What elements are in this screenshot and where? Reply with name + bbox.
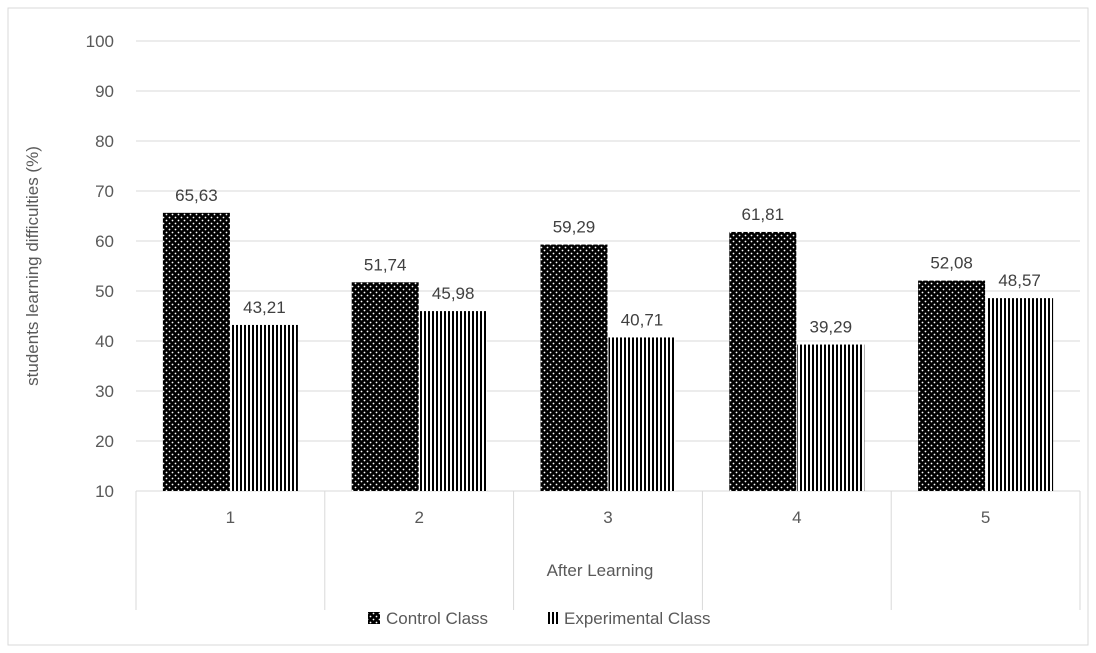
data-label-experimental-1: 43,21 (243, 298, 286, 317)
x-axis-title: After Learning (547, 561, 654, 580)
data-labels: 65,63 43,21 51,74 45,98 59,29 40,71 61,81 39,29… (175, 186, 1041, 337)
bar-control-2 (351, 282, 419, 491)
x-tick-label: 1 (226, 508, 235, 527)
data-label-experimental-3: 40,71 (621, 310, 664, 329)
data-label-control-2: 51,74 (364, 255, 407, 274)
data-label-control-5: 52,08 (930, 254, 973, 273)
y-tick-label: 50 (95, 282, 114, 301)
bar-experimental-4 (797, 344, 865, 491)
legend-swatch-experimental (546, 612, 558, 624)
legend-label-control: Control Class (386, 609, 488, 628)
x-tick-label: 5 (981, 508, 990, 527)
y-tick-label: 20 (95, 432, 114, 451)
y-axis-title: students learning difficulties (%) (23, 146, 42, 386)
y-tick-label: 30 (95, 382, 114, 401)
bar-control-1 (162, 212, 230, 491)
bar-experimental-1 (230, 324, 298, 491)
bars (162, 212, 1054, 491)
bar-experimental-3 (608, 337, 676, 491)
data-label-control-1: 65,63 (175, 186, 218, 205)
data-label-experimental-4: 39,29 (810, 318, 853, 337)
x-tick-label: 3 (603, 508, 612, 527)
legend-swatch-control (368, 612, 380, 624)
x-axis-ticks: 1 2 3 4 5 (226, 508, 991, 527)
y-tick-label: 40 (95, 332, 114, 351)
x-tick-label: 4 (792, 508, 801, 527)
legend-label-experimental: Experimental Class (564, 609, 710, 628)
y-tick-label: 90 (95, 82, 114, 101)
data-label-experimental-2: 45,98 (432, 284, 475, 303)
y-tick-label: 100 (86, 32, 114, 51)
data-label-control-3: 59,29 (553, 218, 596, 237)
bar-control-5 (918, 280, 986, 491)
legend: Control Class Experimental Class (368, 609, 710, 628)
y-axis-ticks: 10 20 30 40 50 60 70 80 90 100 (86, 32, 114, 501)
x-tick-label: 2 (414, 508, 423, 527)
bar-control-4 (729, 231, 797, 491)
bar-experimental-5 (986, 298, 1054, 491)
y-tick-label: 60 (95, 232, 114, 251)
data-label-control-4: 61,81 (742, 205, 785, 224)
y-tick-label: 10 (95, 482, 114, 501)
y-tick-label: 70 (95, 182, 114, 201)
category-axis-table (135, 491, 1081, 610)
data-label-experimental-5: 48,57 (998, 271, 1041, 290)
y-tick-label: 80 (95, 132, 114, 151)
bar-experimental-2 (419, 311, 487, 491)
bar-control-3 (540, 244, 608, 491)
